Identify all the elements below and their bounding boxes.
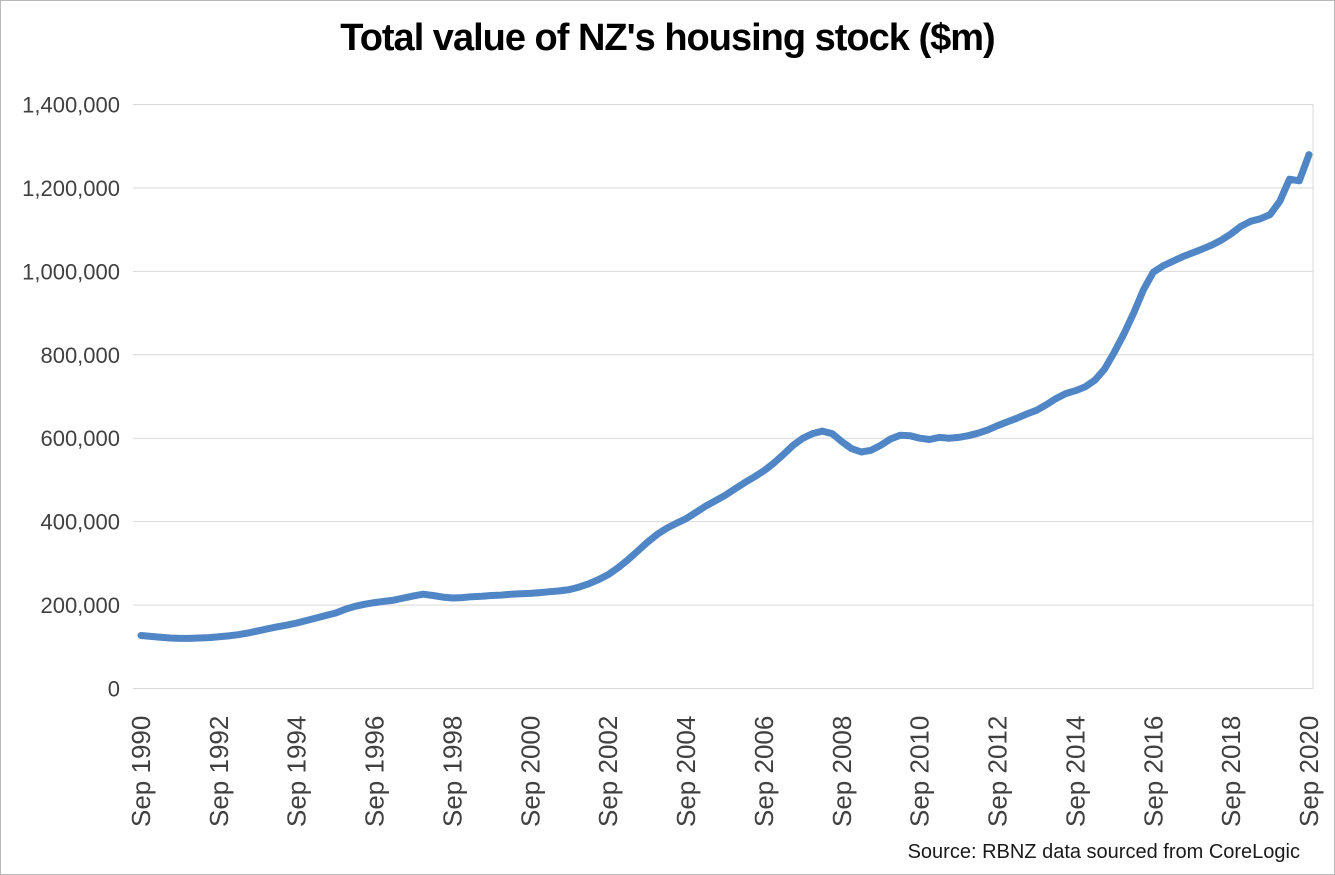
x-tick-label: Sep 2020 xyxy=(1294,716,1324,827)
chart-title: Total value of NZ's housing stock ($m) xyxy=(340,17,995,59)
x-tick-label: Sep 1990 xyxy=(126,716,156,827)
x-tick-label: Sep 1992 xyxy=(204,716,234,827)
x-tick-label: Sep 2006 xyxy=(749,716,779,827)
y-tick-label: 1,400,000 xyxy=(22,93,120,118)
y-tick-label: 200,000 xyxy=(40,593,120,618)
housing-stock-series-line xyxy=(137,151,1313,642)
x-tick-label: Sep 2008 xyxy=(827,716,857,827)
x-tick-label: Sep 2000 xyxy=(515,716,545,827)
x-tick-label: Sep 1996 xyxy=(360,716,390,827)
y-tick-label: 1,000,000 xyxy=(22,259,120,284)
x-tick-label: Sep 2016 xyxy=(1138,716,1168,827)
y-tick-label: 0 xyxy=(108,677,120,702)
y-tick-label: 600,000 xyxy=(40,426,120,451)
x-tick-label: Sep 2002 xyxy=(593,716,623,827)
x-tick-label: Sep 2014 xyxy=(1060,716,1090,827)
x-tick-label: Sep 1994 xyxy=(282,716,312,827)
x-tick-label: Sep 2018 xyxy=(1216,716,1246,827)
y-tick-label: 1,200,000 xyxy=(22,176,120,201)
y-tick-label: 400,000 xyxy=(40,510,120,535)
x-tick-label: Sep 2004 xyxy=(671,716,701,827)
source-note: Source: RBNZ data sourced from CoreLogic xyxy=(907,841,1300,863)
x-tick-label: Sep 2012 xyxy=(983,716,1013,827)
y-tick-label: 800,000 xyxy=(40,343,120,368)
x-tick-label: Sep 1998 xyxy=(437,716,467,827)
x-tick-label: Sep 2010 xyxy=(905,716,935,827)
